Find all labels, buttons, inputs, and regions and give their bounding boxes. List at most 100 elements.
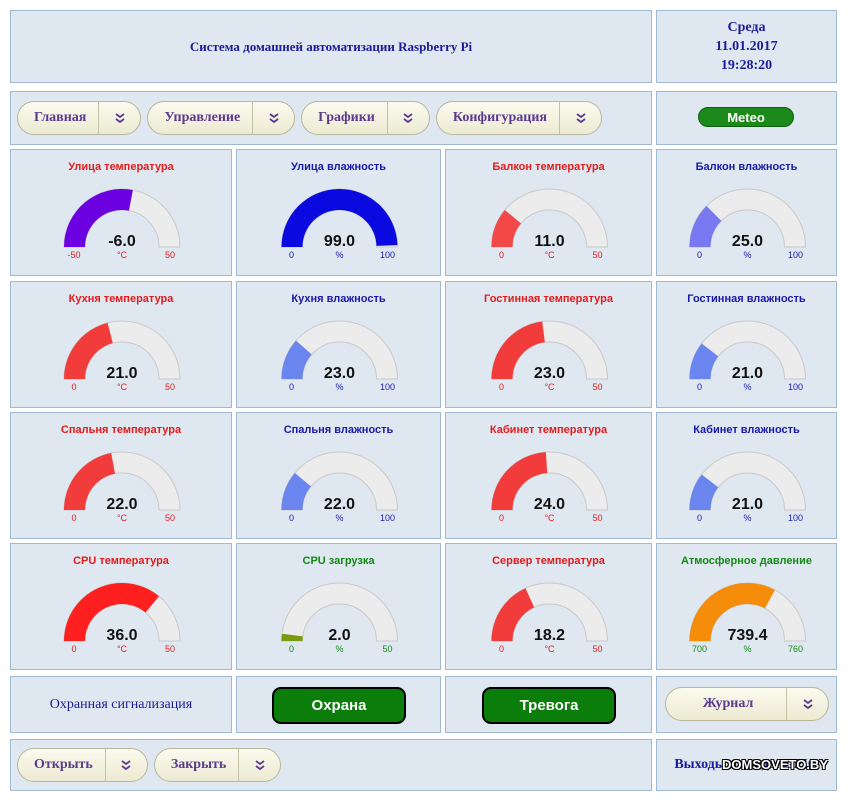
gauge-panel: Балкон температура 11.0 0 °C 50 (445, 149, 652, 276)
gauge-value: -6.0 (108, 233, 136, 250)
gpio-link[interactable]: Выходы и входы GPIO (674, 757, 819, 772)
gauge-cpu-температура: 36.0 0 °C 50 (63, 582, 181, 654)
gauge-title: Кабинет температура (489, 424, 608, 436)
gauge-value: 24.0 (534, 496, 565, 513)
chevron-down-icon[interactable] (238, 749, 280, 781)
gauge-min-label: 0 (289, 644, 294, 654)
gauge-max-label: 100 (788, 382, 803, 392)
menu-control-button[interactable]: Управление (147, 101, 296, 135)
gauge-min-label: 0 (499, 513, 504, 523)
gpio-panel[interactable]: Выходы и входы GPIO DOMSOVETO.BY (656, 739, 837, 791)
gauge-max-label: 100 (380, 250, 395, 260)
menu-home-button[interactable]: Главная (17, 101, 142, 135)
gauge-min-label: 0 (499, 250, 504, 260)
gauge-panel: CPU температура 36.0 0 °C 50 (10, 543, 232, 670)
gauge-value: 11.0 (534, 233, 564, 250)
security-label-panel: Охранная сигнализация (10, 676, 232, 733)
gauge-max-label: 50 (165, 250, 175, 260)
gauge-unit-label: % (743, 644, 751, 654)
gauge-title: Кабинет влажность (693, 424, 800, 436)
gauge-track (688, 451, 807, 511)
datetime-panel: Среда 11.01.2017 19:28:20 (656, 10, 837, 83)
gauge-fill (281, 473, 311, 510)
gauge-unit-label: °C (117, 513, 128, 523)
current-time: 19:28:20 (720, 58, 773, 73)
gauge-fill (689, 474, 719, 510)
gauge-кухня-температура: 21.0 0 °C 50 (63, 320, 181, 392)
gauge-cpu-загрузка: 2.0 0% 50 (280, 582, 399, 654)
gauge-max-label: 50 (382, 644, 392, 654)
gauge-unit-label: °C (117, 382, 128, 392)
menu-config-label: Конфигурация (452, 110, 547, 125)
gauge-title: Сервер температура (492, 555, 605, 567)
gauge-value: 739.4 (727, 627, 767, 644)
menu-charts-button[interactable]: Графики (301, 101, 430, 135)
gauge-fill (64, 322, 113, 379)
gauge-title: Гостинная влажность (687, 293, 806, 305)
gauge-fill (64, 189, 133, 247)
gauge-гостинная-температура: 23.0 0 °C 50 (490, 320, 609, 392)
menu-config-button[interactable]: Конфигурация (435, 101, 602, 135)
gauge-panel: Кухня температура 21.0 0 °C 50 (10, 281, 232, 408)
chevron-down-icon[interactable] (386, 102, 429, 134)
gauge-атмосферное-давление: 739.4 700% 760 (688, 582, 807, 654)
gauge-track (490, 188, 609, 248)
gauge-panel: Улица влажность 99.0 0% 100 (236, 149, 441, 276)
chevron-down-icon[interactable] (104, 749, 147, 781)
title-panel: Система домашней автоматизации Raspberry… (10, 10, 652, 83)
close-label: Закрыть (170, 757, 227, 772)
gauge-value: 18.2 (534, 627, 565, 644)
gauge-балкон-температура: 11.0 0 °C 50 (490, 188, 609, 260)
gauge-value: 23.0 (324, 365, 355, 382)
gauge-гостинная-влажность: 21.0 0% 100 (688, 320, 807, 392)
chevron-down-icon[interactable] (252, 102, 294, 134)
chevron-down-icon[interactable] (559, 102, 601, 134)
gauge-title: Балкон влажность (695, 161, 798, 173)
journal-button[interactable]: Журнал (665, 687, 829, 721)
gauge-track (280, 320, 399, 380)
gauge-спальня-температура: 22.0 0 °C 50 (63, 451, 181, 523)
gauge-panel: Улица температура -6.0 -50 °C 50 (10, 149, 232, 276)
gauge-title: CPU загрузка (302, 555, 375, 567)
gauge-track (280, 582, 399, 642)
gauge-value: 2.0 (328, 627, 350, 644)
gauge-max-label: 100 (788, 513, 803, 523)
gauge-min-label: 0 (697, 250, 702, 260)
gauge-fill (281, 189, 398, 247)
alarm-button[interactable]: Тревога (482, 687, 616, 724)
gauge-балкон-влажность: 25.0 0% 100 (688, 188, 807, 260)
gauge-max-label: 760 (788, 644, 803, 654)
menu-control-label: Управление (164, 110, 241, 125)
guard-button[interactable]: Охрана (272, 687, 406, 724)
gauge-title: Гостинная температура (484, 293, 613, 305)
close-button[interactable]: Закрыть (153, 748, 282, 782)
meteo-button[interactable]: Meteo (698, 107, 794, 127)
gauge-fill (491, 588, 535, 641)
gauge-max-label: 50 (165, 644, 175, 654)
gauge-value: 99.0 (324, 233, 355, 250)
gauge-fill (689, 205, 722, 247)
alarm-panel: Тревога (445, 676, 652, 733)
gauge-min-label: 0 (289, 382, 294, 392)
gauge-unit-label: °C (117, 644, 128, 654)
page-title: Система домашней автоматизации Raspberry… (189, 38, 473, 54)
open-button[interactable]: Открыть (17, 748, 148, 782)
gauge-min-label: 0 (289, 513, 294, 523)
gauge-fill (491, 321, 545, 379)
gate-menu: Открыть Закрыть (10, 739, 652, 791)
gauge-panel: Спальня температура 22.0 0 °C 50 (10, 412, 232, 539)
gauge-unit-label: °C (544, 382, 555, 392)
gauge-value: 21.0 (732, 496, 763, 513)
gauge-max-label: 100 (380, 513, 395, 523)
gauge-unit-label: % (335, 250, 343, 260)
day-of-week: Среда (727, 20, 766, 35)
chevron-down-icon[interactable] (98, 102, 140, 134)
gauge-fill (281, 633, 303, 641)
gauge-min-label: 0 (697, 513, 702, 523)
chevron-down-icon[interactable] (786, 688, 828, 720)
journal-label: Журнал (702, 696, 754, 711)
gauge-min-label: 0 (499, 644, 504, 654)
gauge-fill (689, 583, 775, 641)
gauge-min-label: 0 (499, 382, 504, 392)
gauge-panel: CPU загрузка 2.0 0% 50 (236, 543, 441, 670)
